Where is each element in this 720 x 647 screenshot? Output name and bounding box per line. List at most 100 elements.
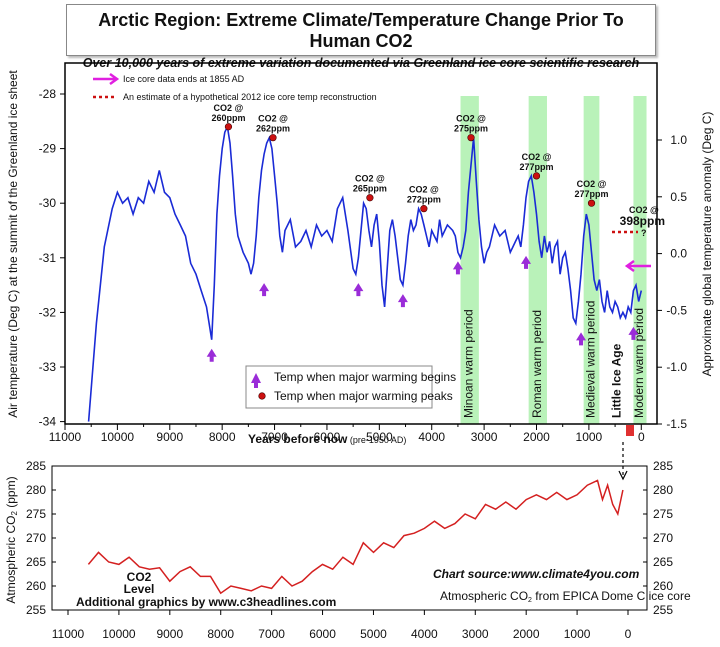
co2-peak-value: 275ppm	[454, 124, 488, 134]
title-box: Arctic Region: Extreme Climate/Temperatu…	[66, 4, 656, 70]
co2-x-tick-label: 2000	[513, 627, 540, 641]
co2-x-tick-label: 1000	[564, 627, 591, 641]
warming-begins-arrow-icon	[259, 283, 270, 297]
warm-period-label: Modern warm period	[632, 308, 646, 418]
y-tick-label: -31	[39, 251, 57, 265]
co2-y-tick-label: 265	[26, 555, 46, 569]
co2-y-tick-label: 280	[26, 483, 46, 497]
warming-begins-arrow-icon	[397, 294, 408, 308]
x-tick-label: 7000	[261, 430, 288, 444]
co2-x-tick-label: 11000	[52, 627, 85, 641]
watermark: Additional graphics by www.c3headlines.c…	[76, 595, 336, 609]
y-tick-label: -33	[39, 360, 57, 374]
co2-peak-label: CO2 @	[214, 103, 244, 113]
y-tick-label: -30	[39, 196, 57, 210]
y2-tick-label: 0.0	[670, 247, 687, 261]
x-axis-label: Years before now (pre-1950 AD)	[248, 432, 406, 446]
x-tick-label: 11000	[49, 430, 82, 444]
x-tick-label: 2000	[523, 430, 550, 444]
co2-peak-value: 262ppm	[256, 124, 290, 134]
x-tick-label: 10000	[101, 430, 135, 444]
co2-peak-label: CO2 @	[456, 114, 486, 124]
co2-y2-tick-label: 280	[653, 483, 673, 497]
warming-begins-arrow-icon	[353, 283, 364, 297]
legend-arrow-icon	[93, 72, 120, 86]
x-tick-label: 6000	[314, 430, 341, 444]
y2-tick-label: -1.5	[666, 417, 687, 431]
co2-y2-tick-label: 255	[653, 603, 673, 617]
chart-title: Arctic Region: Extreme Climate/Temperatu…	[98, 10, 624, 51]
warming-begins-arrow-icon	[628, 326, 639, 340]
legend-warming-begins: Temp when major warming begins	[274, 370, 456, 384]
co2-peak-dot	[366, 194, 374, 202]
warm-period-band	[460, 96, 479, 424]
warm-period-label: Roman warm period	[530, 310, 544, 418]
co2-x-tick-label: 5000	[360, 627, 387, 641]
warming-begins-arrow-icon	[576, 332, 587, 346]
co2-y2-tick-label: 260	[653, 579, 673, 593]
co2-line	[87, 479, 624, 595]
co2-peak-value: 272ppm	[407, 195, 441, 205]
y-tick-label: -32	[39, 305, 57, 319]
co2-peak-dot	[587, 199, 596, 207]
co2-x-tick-label: 0	[625, 627, 632, 641]
x-tick-label: 0	[638, 430, 645, 444]
co2-y2-tick-label: 285	[653, 459, 673, 473]
co2-peak-value: 277ppm	[575, 189, 609, 199]
co2-y-tick-label: 270	[26, 531, 46, 545]
present-marker	[626, 425, 634, 436]
little-ice-age-label: Little Ice Age	[610, 343, 624, 418]
legend-warming-peaks: Temp when major warming peaks	[274, 389, 453, 403]
x-tick-label: 1000	[576, 430, 603, 444]
x-tick-label: 3000	[471, 430, 498, 444]
y2-tick-label: -1.0	[666, 360, 687, 374]
y2-tick-label: 0.5	[670, 190, 687, 204]
legend-estimate: An estimate of a hypothetical 2012 ice c…	[123, 92, 377, 102]
co2-caption: Atmospheric CO2 from EPICA Dome C ice co…	[440, 589, 691, 604]
co2-level-label-2: Level	[124, 582, 155, 596]
modern-estimate-question: ?	[641, 228, 647, 238]
warm-period-band	[528, 96, 547, 424]
y-tick-label: -34	[39, 415, 57, 429]
top-plot-frame	[64, 62, 658, 425]
temperature-line	[87, 124, 643, 422]
co2-peak-label: CO2 @	[409, 185, 439, 195]
y2-tick-label: -0.5	[666, 303, 687, 317]
x-tick-label: 4000	[418, 430, 445, 444]
x-tick-label: 9000	[156, 430, 183, 444]
co2-peak-label: CO2 @	[577, 179, 607, 189]
co2-peak-dot	[532, 172, 541, 180]
co2-y2-tick-label: 275	[653, 507, 673, 521]
co2-y2-tick-label: 270	[653, 531, 673, 545]
legend-warming-arrow-icon	[251, 373, 261, 388]
co2-y-tick-label: 275	[26, 507, 46, 521]
co2-level-label: CO2	[127, 570, 152, 584]
co2-peak-value: 277ppm	[519, 162, 553, 172]
co2-peak-dot	[224, 123, 233, 131]
co2-x-tick-label: 8000	[207, 627, 234, 641]
co2-peak-value: 265ppm	[353, 184, 387, 194]
co2-y-axis-label: Atmospheric CO2 (ppm)	[4, 476, 19, 603]
co2-y-tick-label: 255	[26, 603, 46, 617]
warm-period-label: Minoan warm period	[462, 309, 476, 418]
co2-x-tick-label: 3000	[462, 627, 489, 641]
x-tick-label: 5000	[366, 430, 393, 444]
co2-peak-dot	[467, 134, 475, 142]
legend-ice-core-end: Ice core data ends at 1855 AD	[123, 74, 245, 84]
y-tick-label: -29	[39, 142, 57, 156]
co2-peak-label: CO2 @	[258, 114, 288, 124]
co2-x-tick-label: 6000	[309, 627, 336, 641]
y-tick-label: -28	[39, 87, 57, 101]
co2-y-tick-label: 285	[26, 459, 46, 473]
warm-period-band	[633, 96, 647, 424]
markers-legend-box	[245, 365, 433, 409]
co2-x-tick-label: 7000	[258, 627, 285, 641]
legend-peak-dot-icon	[258, 392, 266, 400]
co2-peak-label: CO2 @	[355, 174, 385, 184]
co2-x-tick-label: 9000	[156, 627, 183, 641]
modern-estimate-label: CO2 @	[629, 205, 659, 215]
co2-peak-value: 260ppm	[211, 113, 245, 123]
y2-axis-label: Approximate global temperature anomaly (…	[700, 112, 714, 377]
co2-peak-label: CO2 @	[522, 152, 552, 162]
